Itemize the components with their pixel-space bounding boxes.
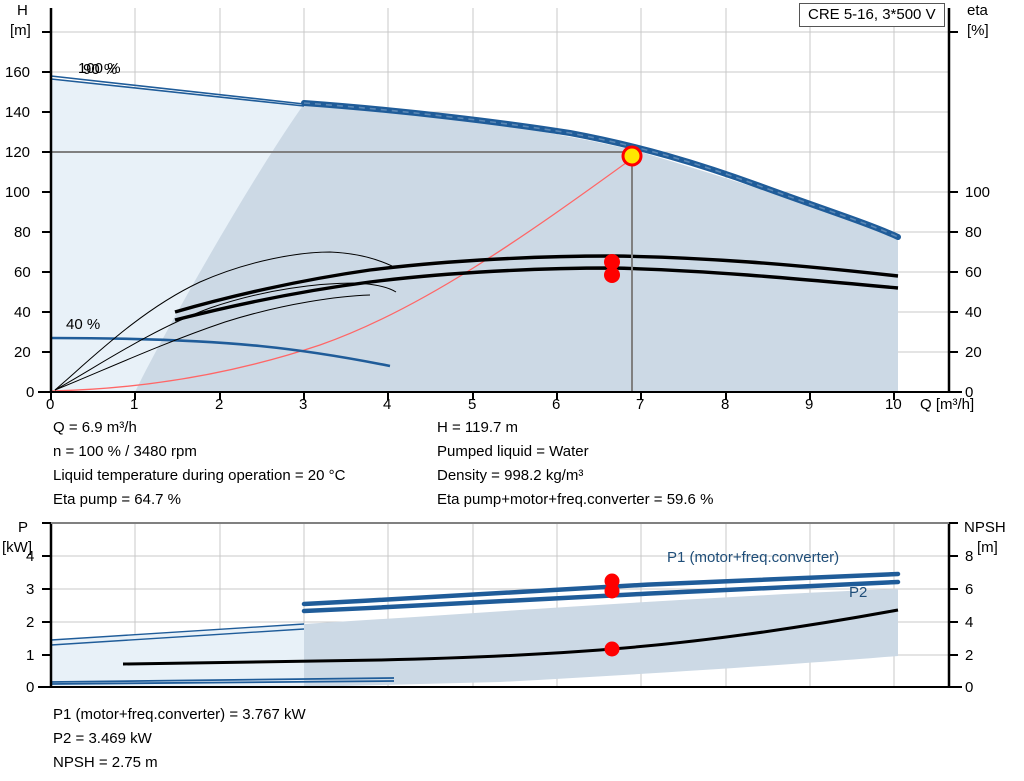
bottom-left-tick-1: 1	[26, 647, 35, 664]
top-x-tick-0: 0	[46, 396, 55, 413]
bottom-left-tick-2: 2	[26, 614, 35, 631]
top-x-tick-1: 1	[130, 396, 139, 413]
info-density: Density = 998.2 kg/m³	[437, 467, 584, 484]
bottom-right-axis-unit: [m]	[977, 539, 998, 556]
top-x-tick-5: 5	[468, 396, 477, 413]
top-left-tick-40: 40	[14, 304, 31, 321]
pump-model-title: CRE 5-16, 3*500 V	[799, 3, 945, 27]
npsh-curve	[122, 608, 899, 666]
top-left-tick-0: 0	[26, 384, 35, 401]
duty-marker-npsh	[604, 641, 620, 657]
bottom-right-tick-0: 0	[965, 679, 974, 696]
top-x-tick-9: 9	[805, 396, 814, 413]
top-left-tick-80: 80	[14, 224, 31, 241]
duty-marker-p2	[604, 583, 620, 599]
p1-curve-label: P1 (motor+freq.converter)	[667, 549, 840, 566]
bottom-right-ticks	[949, 522, 958, 688]
info-etapump: Eta pump = 64.7 %	[53, 491, 181, 508]
top-left-tick-100: 100	[5, 184, 31, 201]
p2-curve-label: P2	[849, 584, 868, 601]
head-eta-plot-svg	[38, 8, 962, 400]
duty-marker-eta-total	[604, 267, 620, 283]
top-left-tick-160: 160	[5, 64, 31, 81]
top-x-tick-2: 2	[215, 396, 224, 413]
top-x-tick-8: 8	[721, 396, 730, 413]
power-curve-lowspeed-1	[51, 680, 395, 685]
bottom-right-axis-title: NPSH	[964, 519, 1006, 536]
top-right-ticks	[949, 31, 958, 393]
top-left-axis-unit: [m]	[10, 22, 31, 39]
info-liquid: Pumped liquid = Water	[437, 443, 589, 460]
eta-pump-curve	[174, 254, 899, 314]
info-temp: Liquid temperature during operation = 20…	[53, 467, 346, 484]
bottom-left-tick-0: 0	[26, 679, 35, 696]
speed-label-40pct: 40 %	[66, 316, 101, 333]
top-right-tick-20: 20	[965, 344, 982, 361]
top-left-tick-140: 140	[5, 104, 31, 121]
power-envelope-fill	[304, 589, 898, 687]
eta-curve-reduced-2	[54, 282, 397, 391]
head-curve-40pct	[51, 336, 391, 368]
top-x-tick-7: 7	[636, 396, 645, 413]
top-left-tick-60: 60	[14, 264, 31, 281]
info-p2: P2 = 3.469 kW	[53, 730, 152, 747]
eta-total-curve	[174, 266, 899, 322]
eta-curve-reduced-1	[54, 251, 393, 391]
duty-point-marker[interactable]	[621, 145, 643, 167]
speed-label-100pct: 100 %	[78, 60, 121, 77]
top-x-axis-title: Q [m³/h]	[920, 396, 975, 413]
top-right-tick-100: 100	[965, 184, 991, 201]
top-right-tick-0: 0	[965, 384, 974, 401]
top-x-tick-10: 10	[885, 396, 902, 413]
p2-curve-thin	[51, 628, 305, 646]
top-left-axis-title: H	[17, 2, 28, 19]
bottom-left-ticks	[42, 522, 51, 688]
eta-curve-reduced-3	[54, 294, 371, 391]
top-x-ticks	[50, 392, 895, 400]
p1-curve-main	[301, 571, 901, 607]
power-envelope-light	[51, 624, 304, 687]
power-curve-lowspeed-2	[51, 677, 395, 683]
head-curve-100-thin	[51, 75, 305, 105]
top-left-tick-20: 20	[14, 344, 31, 361]
info-h: H = 119.7 m	[437, 419, 519, 436]
bottom-left-axis-unit: [kW]	[2, 539, 32, 556]
red-system-curve	[51, 151, 642, 392]
bottom-left-axis-title: P	[18, 519, 29, 536]
speed-label-90pct: 90 %	[83, 61, 118, 78]
bottom-right-tick-4: 4	[965, 614, 974, 631]
p1-curve-thin	[51, 623, 305, 641]
p2-curve-main	[301, 579, 901, 614]
top-left-tick-120: 120	[5, 144, 31, 161]
bottom-right-tick-2: 2	[965, 647, 974, 664]
info-etatotal: Eta pump+motor+freq.converter = 59.6 %	[437, 491, 714, 508]
top-x-tick-4: 4	[383, 396, 392, 413]
top-x-tick-6: 6	[552, 396, 561, 413]
info-q: Q = 6.9 m³/h	[53, 419, 137, 436]
top-left-ticks	[42, 31, 51, 393]
bottom-left-tick-3: 3	[26, 581, 35, 598]
head-curve-highlight	[303, 102, 899, 238]
top-right-tick-40: 40	[965, 304, 982, 321]
operating-envelope-fill	[135, 104, 898, 392]
power-npsh-plot-svg	[38, 522, 962, 688]
info-p1: P1 (motor+freq.converter) = 3.767 kW	[53, 706, 306, 723]
top-right-axis-unit: [%]	[967, 22, 989, 39]
head-curve-90-thin	[51, 78, 305, 107]
duty-marker-eta-pump	[604, 254, 620, 270]
bottom-right-tick-6: 6	[965, 581, 974, 598]
bottom-right-tick-8: 8	[965, 548, 974, 565]
top-x-tick-3: 3	[299, 396, 308, 413]
top-right-axis-title: eta	[967, 2, 988, 19]
top-right-tick-80: 80	[965, 224, 982, 241]
info-speed: n = 100 % / 3480 rpm	[53, 443, 197, 460]
top-right-tick-60: 60	[965, 264, 982, 281]
bottom-left-tick-4: 4	[26, 548, 35, 565]
info-npsh: NPSH = 2.75 m	[53, 754, 158, 771]
